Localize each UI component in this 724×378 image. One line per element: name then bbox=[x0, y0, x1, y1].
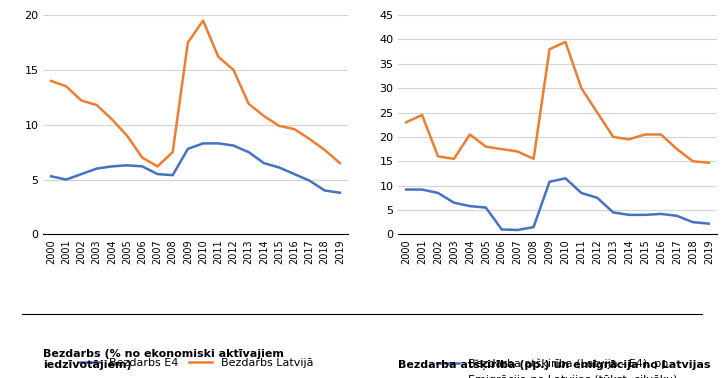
Legend: Bezdarbs E4, Bezdarbs Latvijā: Bezdarbs E4, Bezdarbs Latvijā bbox=[73, 354, 318, 373]
Text: Bezdarba atšķirība (pp.) un emigrācija no Latvijas: Bezdarba atšķirība (pp.) un emigrācija n… bbox=[398, 360, 711, 370]
Legend: Bezdarba atšķirība (Latvija - E4), pp., Emigrācija no Latvijas (tūkst. cilvēku): Bezdarba atšķirība (Latvija - E4), pp., … bbox=[433, 354, 682, 378]
Text: Bezdarbs (% no ekonomiski aktīvajiem
iedzīvotājiem): Bezdarbs (% no ekonomiski aktīvajiem ied… bbox=[43, 349, 285, 370]
